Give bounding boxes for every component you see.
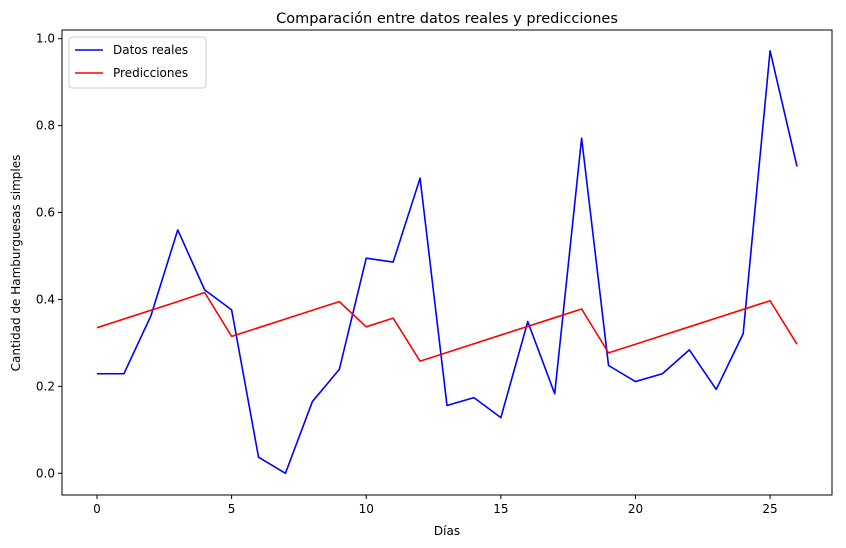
x-tick-label: 0 <box>93 502 101 516</box>
x-tick-label: 20 <box>628 502 643 516</box>
y-tick-label: 1.0 <box>36 32 55 46</box>
x-axis: 0 5 10 15 20 25 <box>93 495 778 516</box>
legend: Datos reales Predicciones <box>68 36 207 89</box>
series-layer <box>96 50 798 475</box>
x-tick-label: 5 <box>228 502 236 516</box>
y-tick-label: 0.2 <box>36 379 55 393</box>
x-axis-label: Días <box>434 524 460 538</box>
series-line-datos-reales <box>97 50 798 475</box>
y-tick-label: 0.0 <box>36 466 55 480</box>
y-tick-label: 0.8 <box>36 119 55 133</box>
plot-frame <box>61 29 833 496</box>
legend-label-datos-reales: Datos reales <box>113 43 188 57</box>
x-tick-label: 15 <box>493 502 508 516</box>
x-tick-label: 10 <box>359 502 374 516</box>
series-line-predicciones <box>96 291 798 362</box>
legend-label-predicciones: Predicciones <box>113 66 188 80</box>
y-axis-label: Cantidad de Hamburguesas simples <box>9 155 23 372</box>
legend-frame <box>68 36 207 89</box>
y-tick-label: 0.4 <box>36 292 55 306</box>
y-tick-label: 0.6 <box>36 206 55 220</box>
chart-title: Comparación entre datos reales y predicc… <box>276 11 618 27</box>
x-tick-label: 25 <box>762 502 777 516</box>
y-axis: 0.0 0.2 0.4 0.6 0.8 1.0 <box>36 32 62 480</box>
